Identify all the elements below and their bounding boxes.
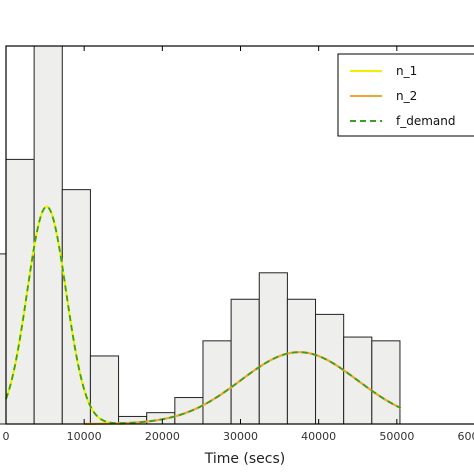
x-tick-label: 0 xyxy=(3,430,10,443)
histogram-bar xyxy=(258,272,288,425)
x-tick-label: 40000 xyxy=(301,430,336,443)
x-axis-label: Time (secs) xyxy=(204,451,286,467)
x-tick-label: 10000 xyxy=(67,430,102,443)
histogram-bar xyxy=(202,340,232,425)
histogram-bar xyxy=(286,298,317,425)
histogram-bar xyxy=(230,298,260,425)
x-tick-label: 60000 xyxy=(458,430,474,443)
legend-label: f_demand xyxy=(396,114,456,128)
legend: n_1 n_2 f_demand xyxy=(337,53,474,137)
histogram-bar xyxy=(315,313,345,425)
x-tick-label: 20000 xyxy=(145,430,180,443)
histogram-bar xyxy=(343,336,373,425)
legend-label: n_1 xyxy=(396,64,417,78)
series-line-f-demand xyxy=(5,205,402,425)
x-tick-label: 30000 xyxy=(223,430,258,443)
x-tick-label: 50000 xyxy=(379,430,414,443)
legend-label: n_2 xyxy=(396,89,417,103)
histogram-bar xyxy=(371,340,401,425)
histogram-bar xyxy=(61,189,91,425)
x-axis-ticks: 0 10000 20000 30000 40000 50000 60000 xyxy=(3,46,474,443)
curves xyxy=(4,205,402,426)
